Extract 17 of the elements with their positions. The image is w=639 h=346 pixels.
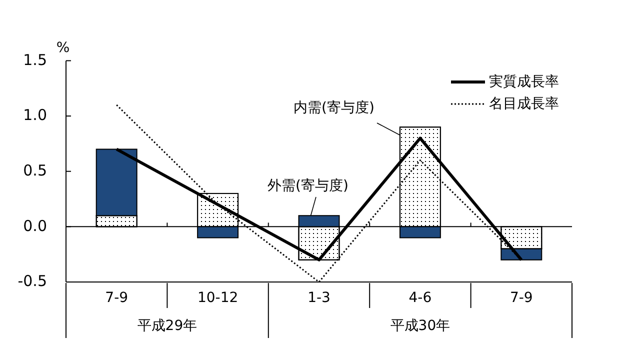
x-tick-label: 1-3 [308,290,330,306]
y-tick-label: -0.5 [18,272,47,290]
legend-label: 名目成長率 [489,96,559,112]
legend-label: 実質成長率 [489,74,559,90]
y-axis-title: % [56,40,70,56]
y-tick-label: 0.0 [23,216,47,235]
x-tick-label: 4-6 [408,290,432,306]
text: 平成29年 [137,318,198,334]
text: 平成30年 [390,318,450,334]
y-tick-label: 1.5 [23,50,47,69]
x-tick-label: 7-9 [510,290,533,306]
series-label: 外需(寄与度) [268,178,348,194]
y-tick-label: 1.0 [23,106,47,124]
x-tick-label: 7-9 [105,290,128,306]
x-tick-label: 10-12 [197,290,238,306]
series-label: 内需(寄与度) [294,100,374,116]
y-tick-label: 0.5 [23,161,47,180]
